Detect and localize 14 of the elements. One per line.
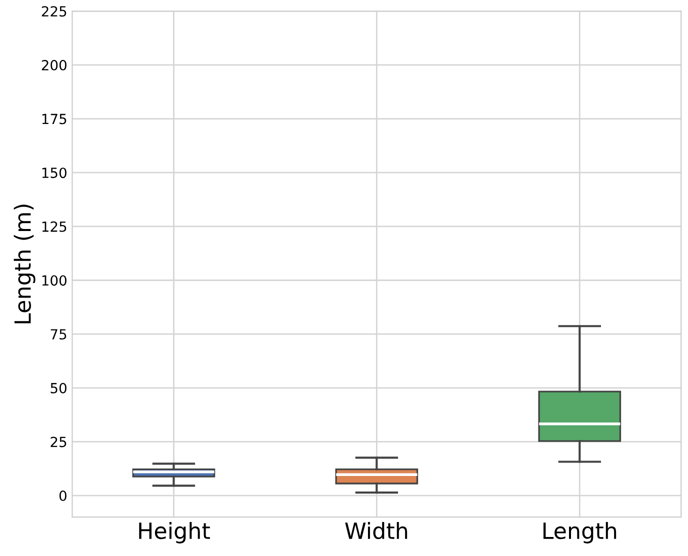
y-tick-label: 175 <box>42 114 66 124</box>
y-tick-label: 50 <box>50 382 66 394</box>
y-tick-label: 100 <box>42 275 66 286</box>
y-tick-label: 200 <box>42 60 66 70</box>
x-tick-label: Width <box>345 522 408 540</box>
x-tick-label: Length <box>543 522 616 544</box>
y-tick-label: 75 <box>50 329 66 340</box>
y-tick-label: 25 <box>50 436 66 448</box>
y-tick-label: 125 <box>42 221 66 232</box>
y-tick-label: 0 <box>59 490 66 502</box>
x-tick-label: Height <box>139 522 210 544</box>
y-tick-label: 150 <box>42 168 66 178</box>
y-tick-label: 225 <box>42 6 66 17</box>
y-axis-title: Length (m) <box>14 204 36 324</box>
